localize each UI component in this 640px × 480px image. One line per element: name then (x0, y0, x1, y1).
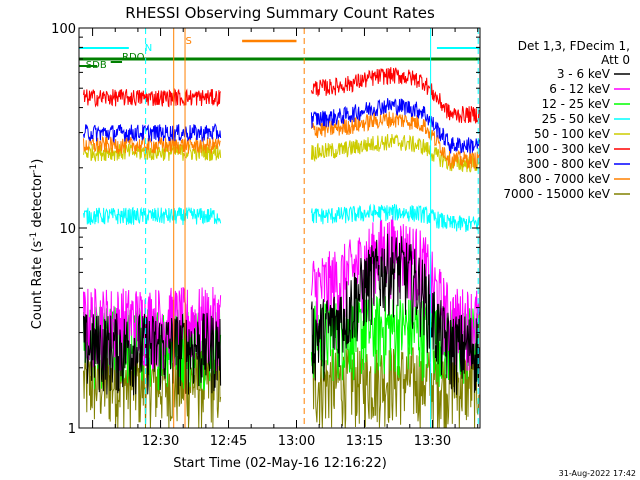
series-line-7-0 (83, 135, 221, 155)
flag-label-s: S (185, 36, 191, 47)
y-tick-label: 1 (68, 422, 76, 437)
series-line-3-0 (83, 206, 222, 226)
series-line-6-1 (310, 98, 480, 154)
x-tick-label: 13:30 (414, 434, 451, 449)
series-line-5-0 (83, 87, 222, 108)
series-0 (83, 233, 480, 396)
legend-header: Att 0 (601, 53, 630, 67)
legend-item-1: 6 - 12 keV (549, 82, 611, 96)
series-7 (83, 111, 480, 170)
flag-label-rdo: RDO (122, 52, 145, 63)
legend-item-2: 12 - 25 keV (542, 97, 611, 111)
legend-item-6: 300 - 800 keV (526, 157, 610, 171)
series-line-5-1 (310, 67, 480, 124)
series-line-3-1 (310, 203, 480, 233)
series-6 (83, 98, 480, 154)
legend-item-3: 25 - 50 keV (542, 112, 611, 126)
series-5 (83, 67, 480, 124)
series-3 (83, 203, 480, 233)
plot-area (83, 67, 480, 429)
x-tick-label: 12:45 (210, 434, 247, 449)
y-axis-label: Count Rate (s-1 detector-1) (29, 159, 45, 330)
legend-item-7: 800 - 7000 keV (519, 172, 611, 186)
x-tick-label: 12:30 (142, 434, 179, 449)
chart-title: RHESSI Observing Summary Count Rates (125, 4, 435, 22)
series-line-7-1 (310, 111, 480, 170)
series-line-0-0 (83, 312, 222, 396)
legend-header: Det 1,3, FDecim 1, (518, 39, 630, 53)
axes: 1 10 100 12:30 12:45 13:00 13:15 13:30 (51, 22, 481, 449)
flag-label-n: N (145, 43, 152, 54)
timestamp: 31-Aug-2022 17:42 (559, 469, 636, 478)
legend-item-4: 50 - 100 keV (534, 127, 611, 141)
legend-item-0: 3 - 6 keV (557, 67, 611, 81)
y-tick-label: 100 (51, 22, 76, 37)
legend-item-8: 7000 - 15000 keV (503, 187, 610, 201)
x-tick-label: 13:15 (346, 434, 383, 449)
x-axis-label: Start Time (02-May-16 12:16:22) (173, 456, 387, 471)
overlay: N S RDO SDB (79, 28, 480, 428)
series-line-6-0 (83, 123, 222, 144)
series-line-0-1 (310, 233, 480, 395)
flag-label-sdb: SDB (86, 60, 107, 71)
legend-item-5: 100 - 300 keV (526, 142, 610, 156)
y-tick-label: 10 (59, 222, 76, 237)
x-tick-label: 13:00 (278, 434, 315, 449)
